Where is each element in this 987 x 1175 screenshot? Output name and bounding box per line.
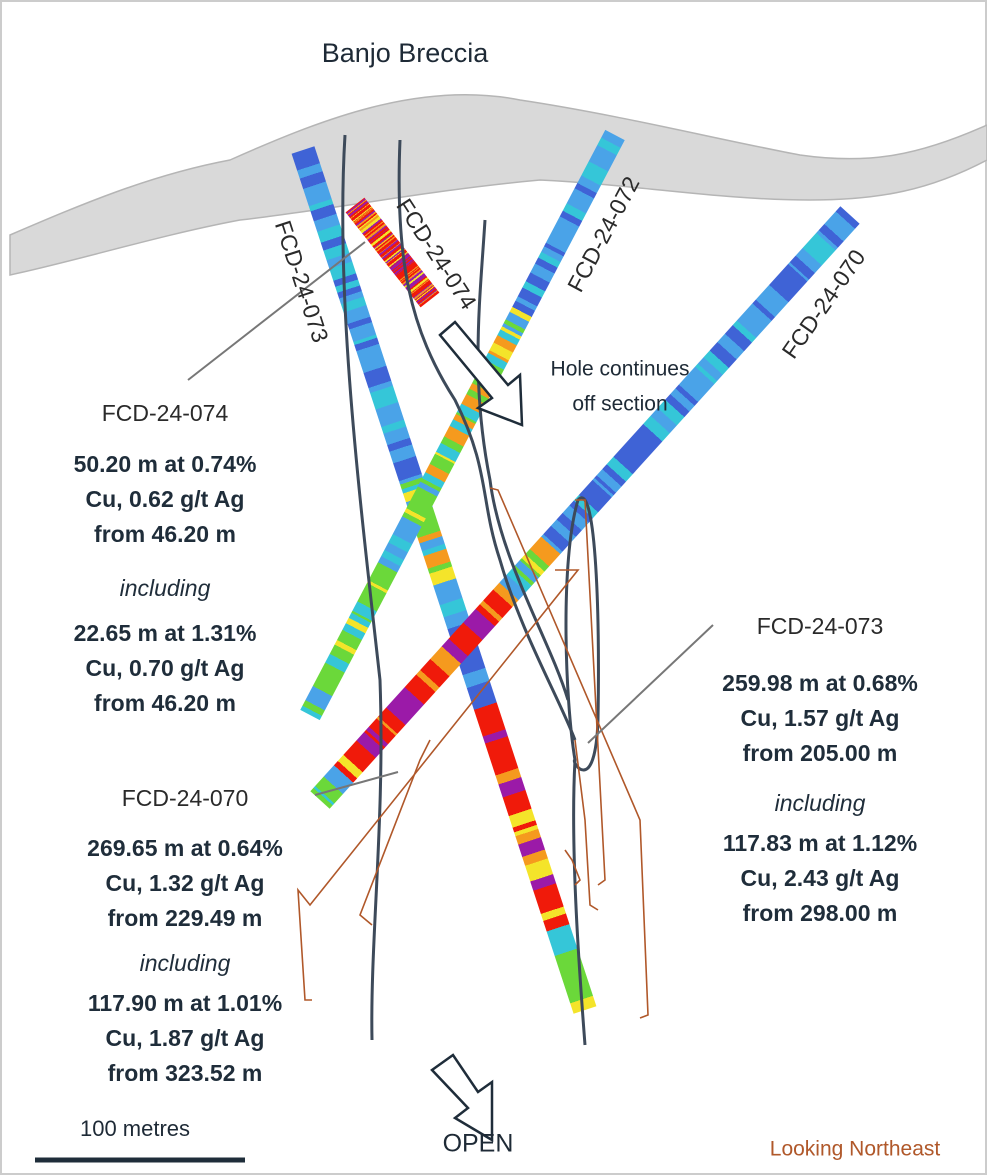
intercept-line: 50.20 m at 0.74%	[74, 451, 257, 477]
including-label: including	[120, 575, 211, 601]
intercepts: FCD-24-074 50.20 m at 0.74% Cu, 0.62 g/t A…	[74, 400, 918, 1086]
intercept-line: from 46.20 m	[94, 690, 236, 716]
view-label: Looking Northeast	[770, 1138, 941, 1161]
note: off section	[572, 393, 667, 416]
intercept-line: 269.65 m at 0.64%	[87, 835, 283, 861]
open-arrow	[430, 1053, 494, 1143]
title: Banjo Breccia	[322, 38, 490, 68]
intercept-line: from 229.49 m	[108, 905, 263, 931]
hole-strip	[300, 129, 625, 721]
intercept-line: from 298.00 m	[743, 900, 898, 926]
intercept-line: 259.98 m at 0.68%	[722, 670, 918, 696]
continues-arrow	[438, 320, 524, 427]
intercept-line: Cu, 1.87 g/t Ag	[106, 1025, 265, 1051]
intercept-line: Cu, 0.62 g/t Ag	[86, 486, 245, 512]
intercept-hole: FCD-24-070	[122, 785, 249, 811]
hole-strip	[291, 146, 597, 1014]
including-label: including	[140, 950, 231, 976]
intercept-line: Cu, 1.57 g/t Ag	[741, 705, 900, 731]
including-label: including	[775, 790, 866, 816]
note: Hole continues	[551, 358, 690, 381]
scale-label: 100 metres	[80, 1116, 190, 1141]
intercept-line: 117.83 m at 1.12%	[723, 830, 917, 856]
intercept-line: Cu, 2.43 g/t Ag	[741, 865, 900, 891]
intercept-brackets	[297, 487, 649, 1019]
intercept-line: 117.90 m at 1.01%	[88, 990, 282, 1016]
intercept-line: Cu, 0.70 g/t Ag	[86, 655, 245, 681]
pointers	[187, 241, 714, 796]
open-label: OPEN	[443, 1130, 514, 1158]
intercept-line: from 323.52 m	[108, 1060, 263, 1086]
intercept-line: from 46.20 m	[94, 521, 236, 547]
intercept-line: from 205.00 m	[743, 740, 898, 766]
intercept-line: Cu, 1.32 g/t Ag	[106, 870, 265, 896]
intercept-hole: FCD-24-074	[102, 400, 229, 426]
intercept-hole: FCD-24-073	[757, 613, 884, 639]
outlines	[341, 134, 600, 1046]
intercept-line: 22.65 m at 1.31%	[74, 620, 257, 646]
hole-strip	[345, 197, 440, 308]
